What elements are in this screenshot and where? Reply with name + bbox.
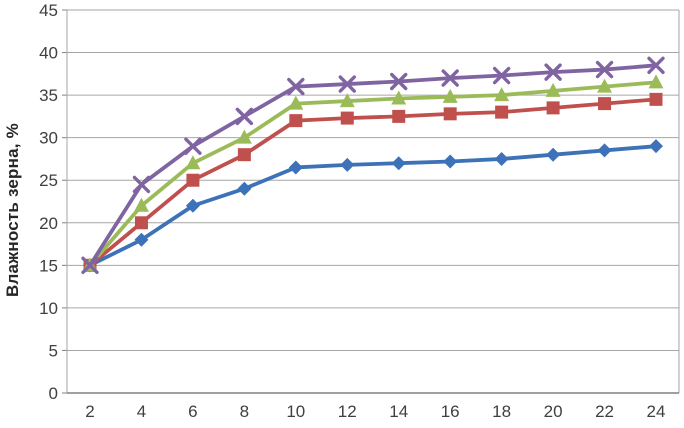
y-tick-label: 0: [49, 384, 58, 403]
x-marker: [287, 77, 305, 96]
x-tick-label: 14: [389, 402, 408, 421]
triangle-marker: [597, 78, 613, 93]
square-marker: [392, 109, 406, 123]
y-tick-label: 30: [39, 129, 58, 148]
x-tick-label: 20: [544, 402, 563, 421]
x-marker: [132, 175, 151, 194]
x-tick-label: 6: [188, 402, 197, 421]
diamond-marker: [494, 151, 509, 166]
triangle-marker: [185, 155, 201, 170]
square-marker: [340, 111, 354, 125]
square-marker: [495, 105, 509, 119]
square-marker: [237, 148, 251, 162]
x-tick-label: 22: [595, 402, 614, 421]
x-tick-label: 10: [286, 402, 305, 421]
diamond-marker: [288, 160, 303, 175]
square-marker: [598, 97, 612, 111]
series-line: [88, 97, 658, 268]
diamond-marker: [237, 181, 252, 196]
diamond-marker: [340, 157, 355, 172]
x-tick-label: 12: [338, 402, 357, 421]
y-tick-label: 5: [49, 341, 58, 360]
triangle-marker: [545, 82, 561, 97]
triangle-marker: [236, 129, 252, 144]
x-marker: [595, 60, 614, 79]
square-marker: [289, 114, 303, 128]
series-line: [88, 80, 658, 268]
y-tick-label: 20: [39, 214, 58, 233]
y-tick-label: 25: [39, 171, 58, 190]
diamond-marker: [546, 147, 561, 162]
y-tick-label: 10: [39, 299, 58, 318]
y-tick-label: 35: [39, 86, 58, 105]
y-tick-label: 40: [39, 44, 58, 63]
triangle-marker: [339, 93, 355, 108]
square-marker: [186, 173, 200, 187]
y-tick-label: 15: [39, 256, 58, 275]
x-tick-label: 24: [647, 402, 666, 421]
x-tick-label: 8: [240, 402, 249, 421]
triangle-marker: [391, 90, 407, 105]
diamond-marker: [649, 139, 663, 154]
x-tick-label: 4: [137, 402, 146, 421]
diamond-marker: [185, 198, 200, 213]
y-tick-label: 45: [39, 1, 58, 20]
series-line: [88, 144, 658, 268]
x-tick-label: 18: [492, 402, 511, 421]
triangle-marker: [442, 88, 458, 103]
square-marker: [649, 92, 663, 106]
x-marker: [338, 75, 356, 93]
diamond-marker: [597, 143, 612, 158]
triangle-marker: [288, 95, 304, 110]
x-marker: [441, 69, 459, 87]
diamond-marker: [134, 232, 149, 247]
x-marker: [544, 63, 562, 81]
x-marker: [235, 107, 254, 126]
x-marker: [81, 256, 99, 275]
diamond-marker: [391, 156, 406, 171]
x-marker: [647, 56, 665, 75]
x-marker: [492, 66, 511, 85]
triangle-marker: [648, 74, 664, 89]
x-tick-label: 2: [85, 402, 94, 421]
diamond-marker: [443, 154, 458, 169]
triangle-marker: [494, 87, 510, 102]
triangle-marker: [133, 197, 149, 212]
square-marker: [546, 101, 560, 115]
x-marker: [390, 72, 408, 91]
square-marker: [134, 216, 148, 230]
x-tick-label: 16: [441, 402, 460, 421]
square-marker: [443, 107, 457, 121]
x-marker: [184, 137, 202, 155]
